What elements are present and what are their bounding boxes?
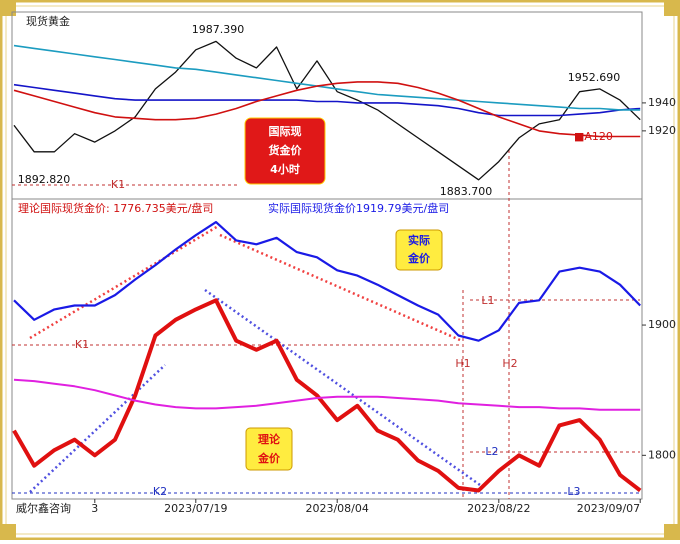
y-tick-label: 1800 [648,448,676,461]
series-line [13,83,641,117]
series-line [13,44,641,111]
series-line [13,40,641,181]
y-tick-label: 1900 [648,318,676,331]
annotation: 威尔鑫咨询 [16,501,71,515]
annotation: 1892.820 [18,173,71,186]
annotation: H1 [455,357,470,370]
label-box [395,229,443,271]
series-line [13,378,641,411]
annotation: 金价 [257,451,281,465]
annotation: 货金价 [268,143,303,157]
annotation: 1987.390 [192,23,245,36]
panel-title: 现货黄金 [26,14,70,28]
annotation: 1952.690 [568,71,621,84]
annotation: K1 [111,178,125,191]
annotation: 1883.700 [440,185,493,198]
annotation: 实际 [408,233,430,247]
annotation: H2 [502,357,517,370]
trend-lines [29,223,481,493]
annotation: L1 [481,294,494,307]
annotation: K2 [153,485,167,498]
annotation: 理论 [258,432,281,446]
annotation: 实际国际现货金价1919.79美元/盘司 [268,201,449,215]
annotation: K1 [75,338,89,351]
annotation: 4小时 [270,162,300,176]
annotation: 理论国际现货金价: 1776.735美元/盘司 [18,201,213,215]
x-tick-label: 3 [91,502,98,515]
annotation: ■A120 [574,130,613,143]
series-line [12,298,642,493]
x-tick-label: 2023/09/07 [577,502,640,515]
annotation: 金价 [407,251,431,265]
label-box [245,427,293,471]
series-line [13,81,641,138]
annotation: 国际现 [269,124,302,138]
annotation: L2 [485,445,498,458]
guide-lines [12,150,640,499]
title-box [244,117,326,185]
x-tick-label: 2023/07/19 [164,502,227,515]
y-tick-label: 1940 [648,96,676,109]
series-line [13,221,641,342]
x-tick-label: 2023/08/22 [467,502,530,515]
x-tick-label: 2023/08/04 [305,502,368,515]
annotation: L3 [567,485,580,498]
y-tick-label: 1920 [648,124,676,137]
frame-inner [5,5,675,535]
